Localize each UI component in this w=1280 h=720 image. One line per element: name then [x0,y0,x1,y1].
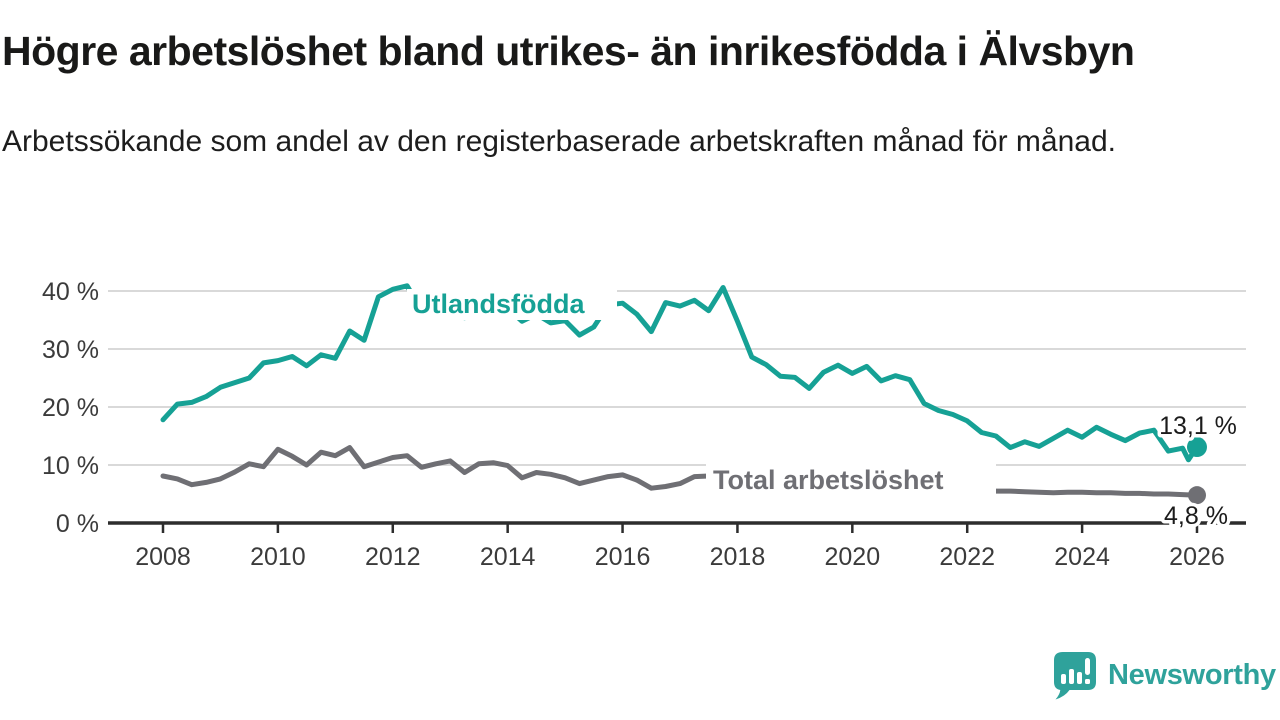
y-axis-label-40: 40 % [42,278,99,306]
newsworthy-logo: Newsworthy [1052,650,1276,701]
x-axis-label-2014: 2014 [480,543,536,571]
y-axis-label-20: 20 % [42,394,99,422]
page-title: Högre arbetslöshet bland utrikes- än inr… [2,28,1135,74]
x-axis-label-2010: 2010 [250,543,306,571]
newsworthy-wordmark: Newsworthy [1108,659,1276,691]
bar-icon-small [1061,674,1066,684]
y-axis-label-0: 0 % [56,510,99,538]
end-dot-total [1187,486,1206,505]
series-line-utlandsfodda [160,283,1200,463]
x-axis-label-2024: 2024 [1054,543,1110,571]
end-label-utlandsfodda: 13,1 % [1159,412,1237,440]
exclamation-bar-icon [1085,658,1090,675]
y-axis-label-10: 10 % [42,452,99,480]
bar-icon-medium [1069,669,1074,684]
x-axis-label-2022: 2022 [939,543,995,571]
chart-subtitle: Arbetssökande som andel av den registerb… [2,125,1116,158]
series-label-total: Total arbetslöshet [713,465,944,495]
series-label-utlandsfodda: Utlandsfödda [412,289,585,319]
end-label-total: 4,8 % [1164,502,1228,530]
x-axis-label-2012: 2012 [365,543,421,571]
bar-icon-large [1077,672,1082,684]
x-axis-label-2008: 2008 [135,543,191,571]
series-label-mask-utlandsfodda [407,289,617,320]
newsworthy-speech-bubble-icon [1054,652,1096,700]
x-axis-label-2016: 2016 [595,543,651,571]
series-line-total [160,445,1200,498]
x-axis-label-2020: 2020 [825,543,881,571]
end-dot-utlandsfodda [1186,437,1207,458]
exclamation-dot-icon [1085,679,1090,684]
y-axis-label-30: 30 % [42,336,99,364]
speech-bubble-shape [1054,652,1096,700]
series-label-mask-total [706,464,996,496]
x-axis-label-2018: 2018 [710,543,766,571]
x-axis-label-2026: 2026 [1169,543,1225,571]
